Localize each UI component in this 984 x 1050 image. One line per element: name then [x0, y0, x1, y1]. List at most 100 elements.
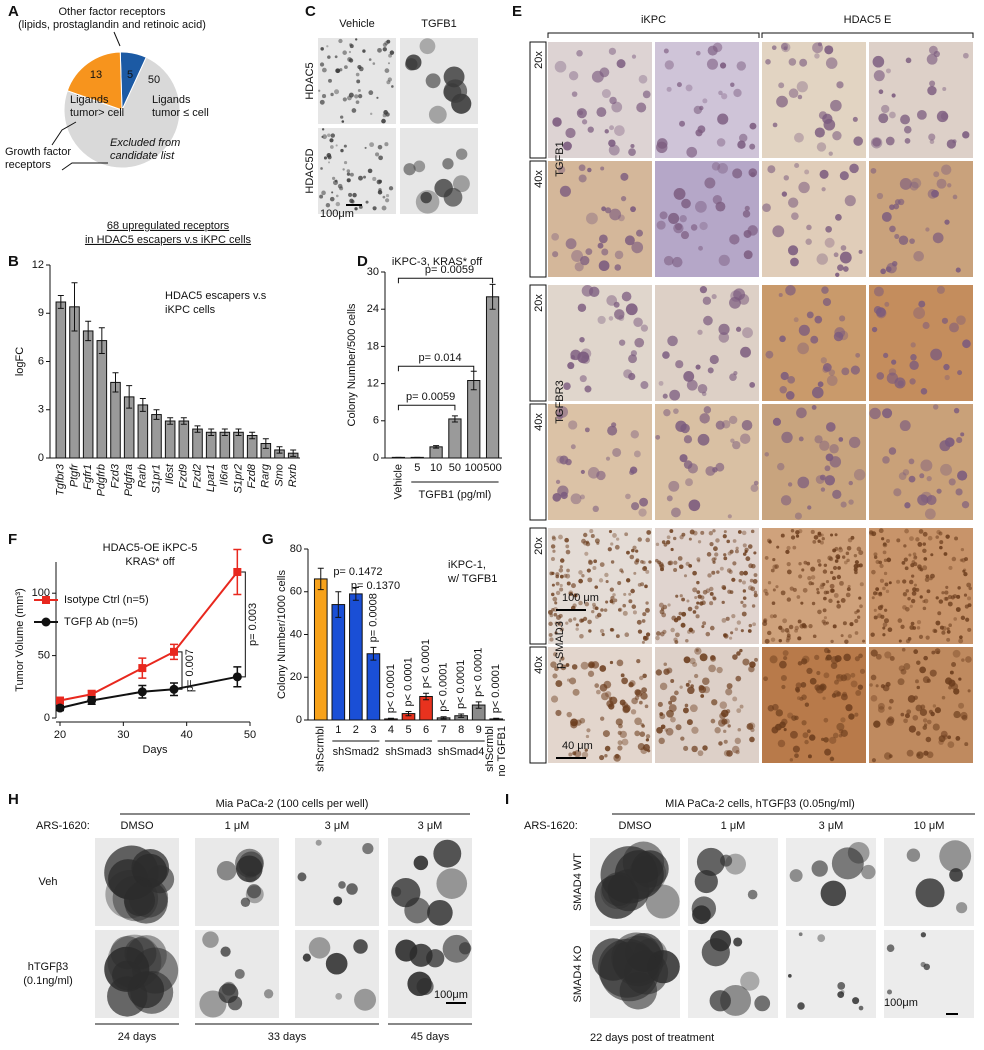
micrograph-feature — [605, 580, 609, 584]
micrograph-feature — [754, 995, 771, 1012]
micrograph-feature — [659, 211, 668, 220]
micrograph-feature — [598, 260, 610, 272]
micrograph-feature — [800, 682, 807, 688]
micrograph-feature — [809, 734, 816, 741]
micrograph-feature — [734, 737, 741, 745]
micrograph-feature — [593, 559, 598, 564]
micrograph-feature — [328, 161, 331, 164]
micrograph-feature — [583, 532, 588, 538]
micrograph-feature — [568, 71, 579, 81]
micrograph-feature — [737, 140, 746, 149]
micrograph-feature — [614, 544, 620, 550]
micrograph-feature — [568, 591, 573, 597]
micrograph-feature — [690, 224, 698, 231]
micrograph-feature — [321, 128, 325, 131]
label-box — [529, 284, 547, 402]
micrograph-feature — [742, 327, 753, 339]
micrograph-feature — [712, 467, 718, 473]
micrograph-feature — [702, 621, 707, 626]
micrograph-feature — [858, 1005, 864, 1011]
micrograph-feature — [811, 860, 828, 877]
x-tick-label: 40 — [181, 729, 193, 741]
micrograph-feature — [962, 339, 971, 349]
micrograph-feature — [781, 684, 786, 690]
micrograph-feature — [951, 662, 957, 667]
micrograph-feature — [612, 447, 622, 457]
micrograph-feature — [578, 570, 583, 575]
micrograph-feature — [814, 315, 823, 324]
bar — [331, 604, 346, 721]
micrograph-feature — [908, 458, 915, 465]
micrograph-feature — [901, 561, 906, 565]
y-tick-label: 40 — [290, 628, 302, 640]
micrograph-feature — [327, 155, 332, 160]
x-tick-label: Il6st — [164, 463, 176, 484]
micrograph — [884, 930, 974, 1018]
micrograph-feature — [678, 611, 683, 616]
micrograph-feature — [853, 136, 863, 146]
micrograph-feature — [335, 992, 343, 1000]
micrograph-feature — [922, 725, 928, 730]
micrograph-feature — [634, 695, 640, 701]
micrograph-feature — [963, 568, 967, 572]
micrograph-feature — [929, 139, 935, 144]
micrograph-feature — [899, 178, 912, 190]
micrograph-feature — [742, 543, 747, 548]
micrograph-feature — [664, 728, 668, 732]
micrograph-feature — [829, 583, 835, 589]
micrograph-feature — [112, 960, 142, 991]
chart-title: w/ TGFB1 — [447, 573, 497, 585]
micrograph-feature — [736, 61, 747, 71]
label-box — [529, 403, 547, 521]
micrograph-feature — [552, 251, 559, 258]
y-tick-label: 20 — [290, 671, 302, 683]
micrograph-feature — [783, 46, 788, 51]
x-tick-label: 8 — [458, 724, 464, 736]
micrograph-feature — [718, 90, 723, 96]
micrograph-feature — [742, 589, 747, 593]
micrograph-feature — [675, 594, 679, 598]
micrograph-feature — [837, 982, 846, 990]
micrograph-feature — [831, 847, 864, 880]
micrograph-feature — [839, 315, 846, 322]
x-tick-label: Smo — [273, 464, 285, 487]
micrograph-feature — [935, 535, 939, 539]
column-label: Vehicle — [339, 18, 374, 30]
micrograph-feature — [775, 709, 783, 717]
micrograph-feature — [953, 710, 961, 719]
micrograph-feature — [932, 404, 939, 410]
micrograph-feature — [885, 538, 890, 544]
micrograph-feature — [320, 47, 324, 51]
micrograph-feature — [902, 592, 907, 596]
micrograph-feature — [845, 592, 851, 598]
micrograph-feature — [645, 734, 651, 739]
micrograph-feature — [691, 745, 698, 753]
micrograph-feature — [555, 680, 563, 688]
micrograph-feature — [834, 655, 842, 663]
micrograph-feature — [674, 640, 679, 644]
x-tick-label: 2 — [353, 724, 359, 736]
micrograph-feature — [882, 456, 890, 464]
micrograph-feature — [351, 108, 357, 113]
micrograph-feature — [947, 735, 952, 740]
micrograph-feature — [633, 571, 637, 575]
x-tick-label: Pdgfra — [123, 464, 135, 496]
micrograph-feature — [682, 707, 689, 714]
micrograph-feature — [904, 502, 911, 509]
column-bracket — [547, 32, 760, 38]
micrograph-feature — [926, 495, 937, 506]
micrograph-feature — [692, 570, 697, 576]
callout-line — [61, 162, 108, 171]
micrograph-feature — [762, 203, 771, 213]
micrograph-feature — [630, 206, 636, 213]
micrograph-feature — [602, 730, 610, 738]
micrograph-feature — [810, 529, 815, 534]
micrograph-feature — [910, 598, 916, 604]
micrograph-feature — [935, 596, 939, 600]
bar — [233, 431, 244, 459]
micrograph-feature — [816, 587, 820, 591]
group-label: shSmad3 — [385, 746, 431, 758]
micrograph-feature — [335, 194, 339, 198]
micrograph-feature — [346, 172, 351, 176]
micrograph-feature — [943, 552, 948, 556]
